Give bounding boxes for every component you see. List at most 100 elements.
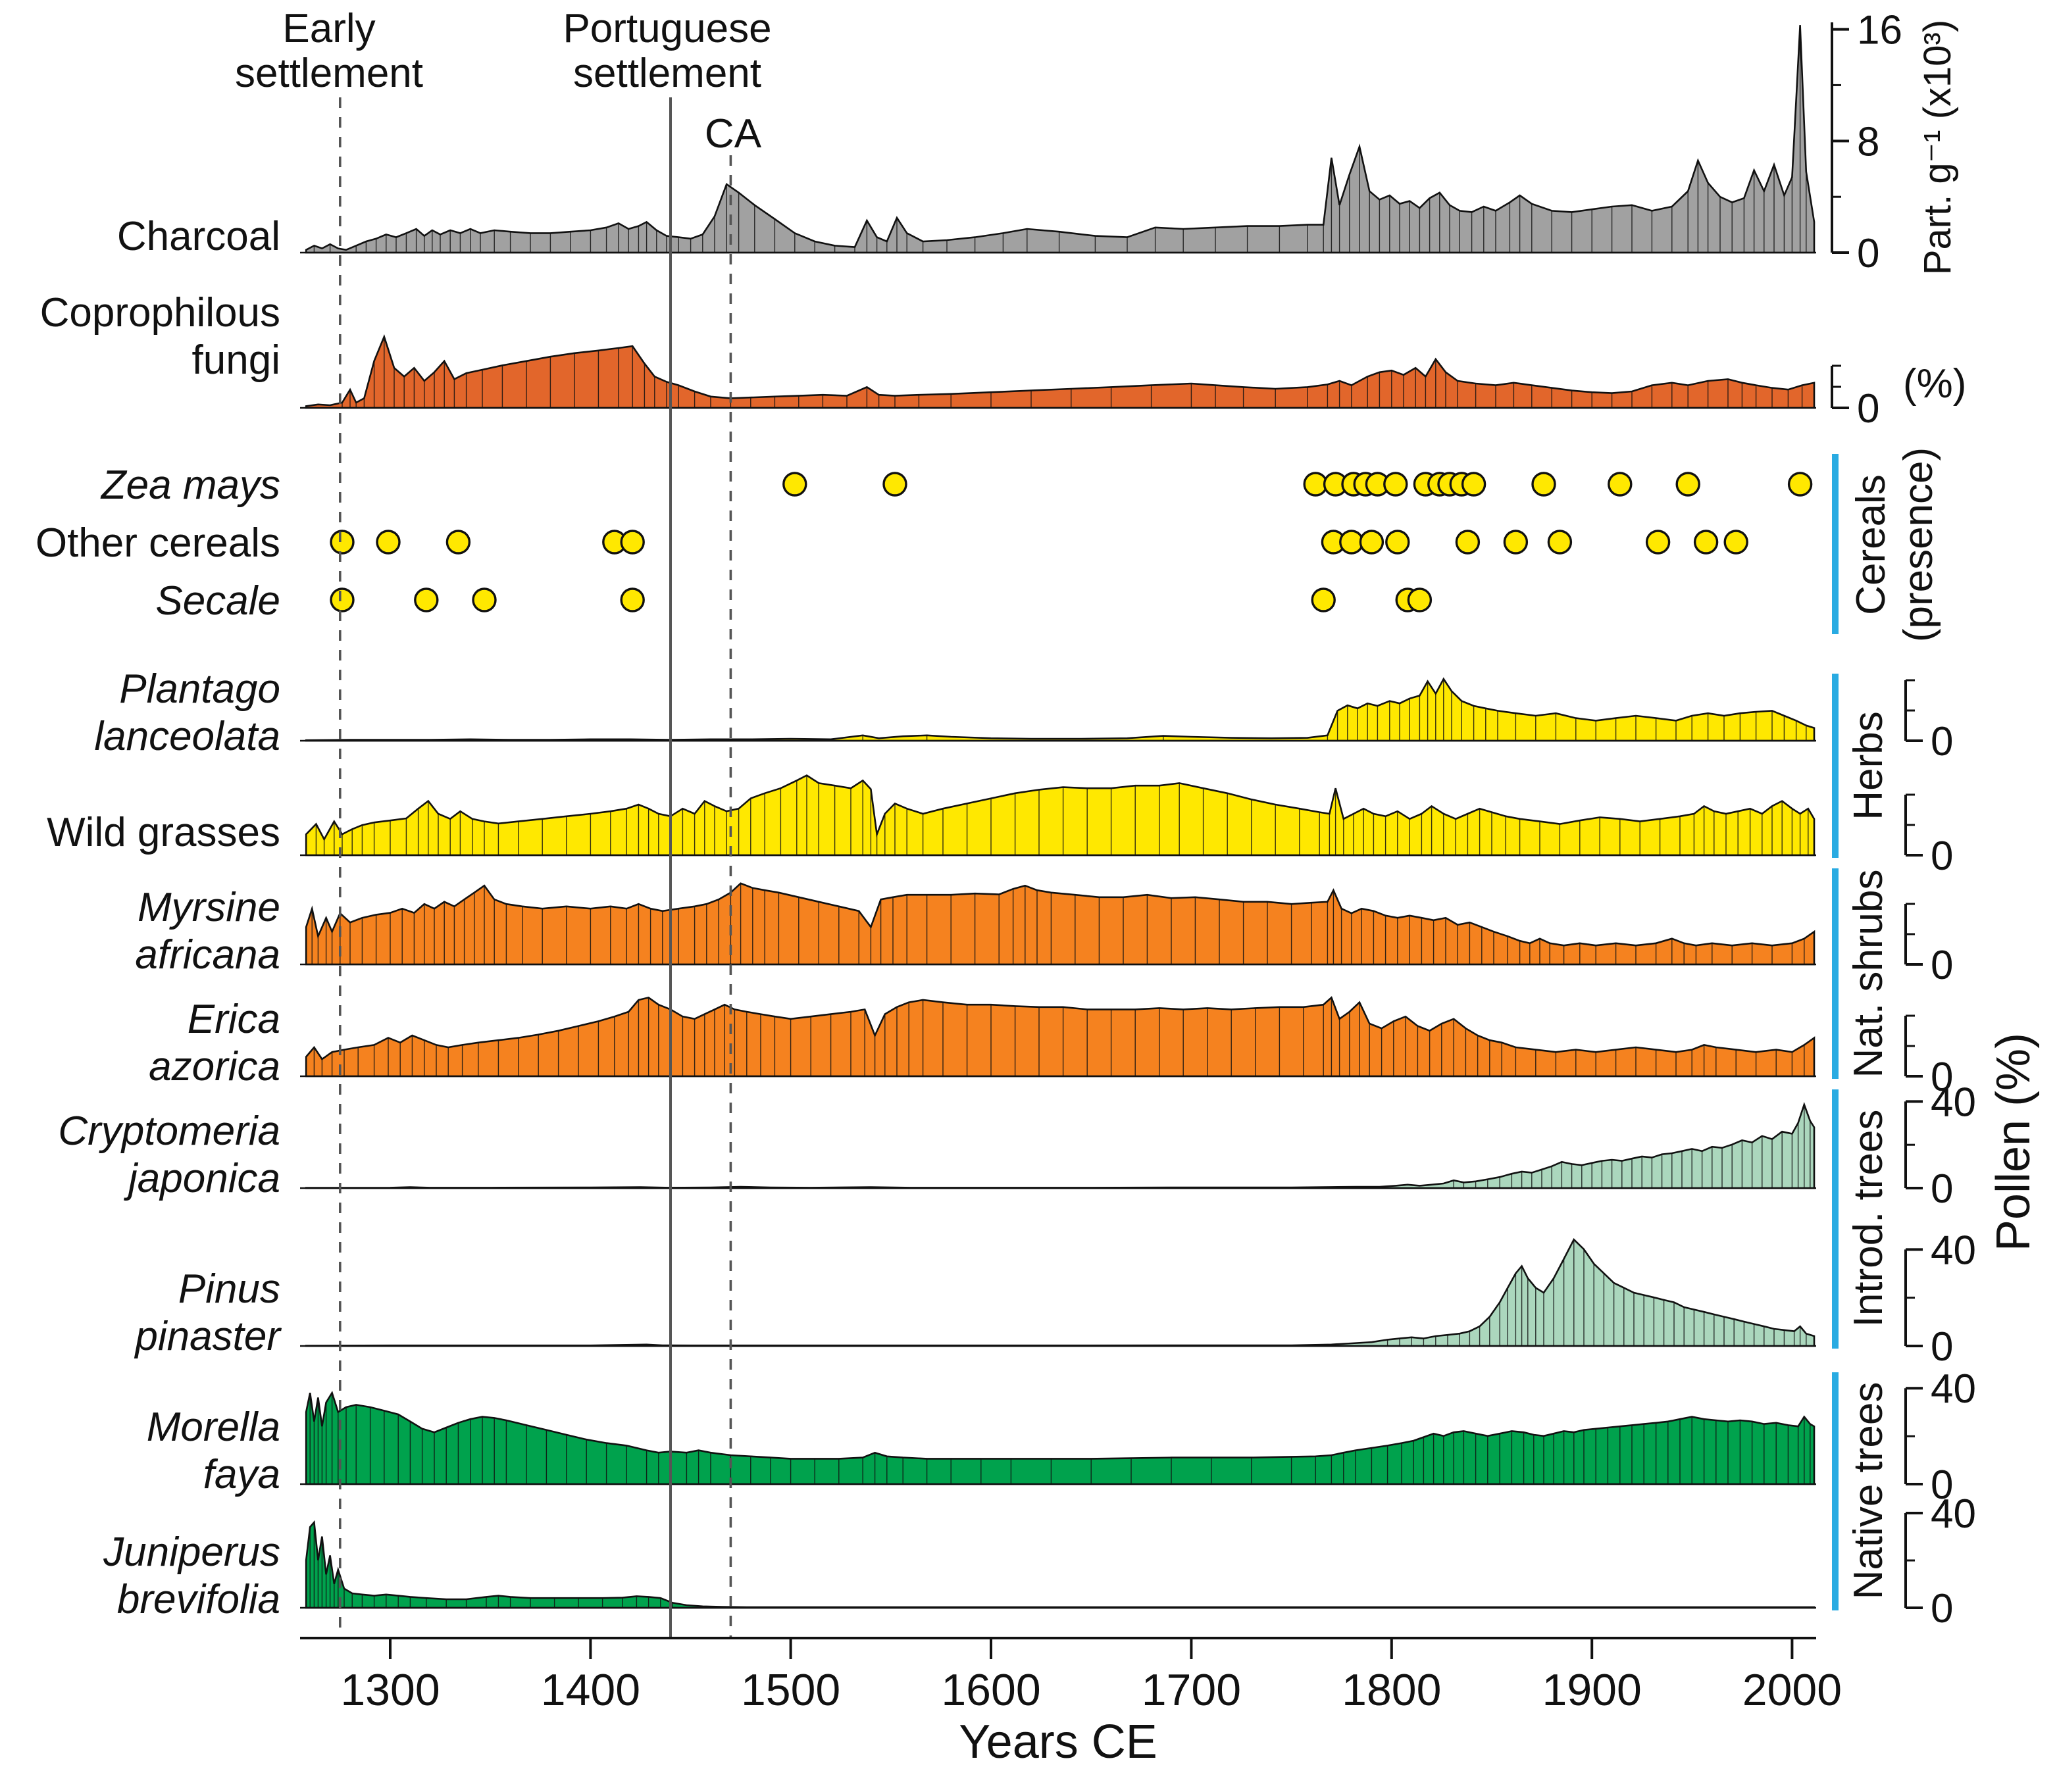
y-tick-label: 40	[1931, 1366, 1976, 1412]
pollen-percent-axis-label: Pollen (%)	[1987, 1033, 2040, 1251]
x-tick-label: 1600	[941, 1665, 1040, 1715]
x-tick-label: 1500	[741, 1665, 840, 1715]
group-label-introd-trees: Introd. trees	[1846, 1110, 1891, 1328]
group-label-herbs: Herbs	[1846, 711, 1891, 820]
row-label-morella_faya: Morella	[147, 1405, 280, 1450]
series-area-plantago_lanceolata	[305, 677, 1816, 742]
y-tick-label: 16	[1857, 8, 1902, 53]
group-bracket-herbs	[1832, 674, 1839, 858]
presence-dot-zea_mays	[1383, 472, 1408, 497]
ca-label: CA	[705, 111, 762, 157]
row-label-juniperus_brevifolia: brevifolia	[117, 1577, 280, 1622]
series-layer	[300, 25, 1816, 1609]
x-axis-title: Years CE	[959, 1716, 1157, 1768]
y-tick-label: 8	[1857, 119, 1879, 164]
portuguese-settlement-label-line1: Portuguese	[563, 6, 771, 51]
presence-dot-zea_mays	[1675, 472, 1700, 497]
axes-layer: 1300 1400 1500 1600 1700 1800 1900 200008160000…	[300, 8, 1976, 1715]
charcoal-unit-label: Part. g⁻¹ (x10³)	[1916, 20, 1959, 275]
presence-dot-zea_mays	[1608, 472, 1633, 497]
group-bracket-nat-shrubs	[1832, 868, 1839, 1079]
presence-dot-other_cereals	[330, 530, 355, 555]
portuguese-settlement-label-line2: settlement	[573, 51, 761, 96]
group-label-cereals-line1: Cereals	[1848, 474, 1894, 615]
fungi-unit-label: (%)	[1903, 361, 1966, 407]
group-label-nat-shrubs: Nat. shrubs	[1846, 869, 1891, 1078]
presence-dot-secale	[1407, 587, 1433, 612]
presence-dot-other_cereals	[1693, 530, 1719, 555]
series-area-cryptomeria_japonica	[305, 1102, 1816, 1189]
row-label-wild_grasses: Wild grasses	[47, 810, 280, 855]
row-label-coprophilous_fungi: fungi	[192, 337, 280, 383]
row-label-myrsine_africana: Myrsine	[138, 885, 280, 930]
row-label-zea_mays: Zea mays	[100, 462, 280, 508]
presence-dot-other_cereals	[1455, 530, 1481, 555]
presence-dot-zea_mays	[1461, 472, 1486, 497]
y-tick-label: 0	[1931, 943, 1953, 988]
row-label-erica_azorica: azorica	[149, 1044, 280, 1089]
x-tick-label: 1700	[1142, 1665, 1241, 1715]
group-bracket-cereals	[1832, 454, 1839, 634]
early-settlement-label-line2: settlement	[235, 51, 423, 96]
presence-dot-secale	[620, 587, 645, 612]
presence-dot-other_cereals	[620, 530, 645, 555]
y-tick-label: 0	[1931, 1166, 1953, 1212]
group-bracket-native-trees	[1832, 1372, 1839, 1610]
y-tick-label: 0	[1931, 719, 1953, 764]
presence-dot-other_cereals	[1503, 530, 1529, 555]
presence-dot-other_cereals	[376, 530, 401, 555]
event-lines-layer	[338, 97, 732, 1638]
x-tick-label: 1800	[1342, 1665, 1441, 1715]
series-area-morella_faya	[305, 1391, 1816, 1485]
group-label-cereals-line2: (presence)	[1896, 447, 1941, 642]
series-area-myrsine_africana	[305, 882, 1816, 966]
row-label-cryptomeria_japonica: Cryptomeria	[58, 1108, 280, 1154]
presence-dot-secale	[330, 587, 355, 612]
group-label-native-trees: Native trees	[1846, 1382, 1891, 1600]
x-tick-label: 1400	[541, 1665, 640, 1715]
row-label-erica_azorica: Erica	[188, 997, 280, 1042]
presence-dot-zea_mays	[1787, 472, 1813, 497]
early-settlement-label-line1: Early	[282, 6, 375, 51]
x-tick-label: 1300	[340, 1665, 440, 1715]
row-label-plantago_lanceolata: Plantago	[119, 666, 280, 712]
presence-dot-secale	[414, 587, 439, 612]
y-tick-label: 40	[1931, 1228, 1976, 1273]
row-label-charcoal: Charcoal	[117, 214, 280, 259]
series-area-pinus_pinaster	[305, 1238, 1816, 1347]
row-label-juniperus_brevifolia: Juniperus	[103, 1530, 280, 1575]
y-tick-label: 0	[1931, 834, 1953, 879]
presence-dot-secale	[1311, 587, 1336, 612]
presence-dot-zea_mays	[882, 472, 907, 497]
y-tick-label: 0	[1857, 231, 1879, 276]
row-label-pinus_pinaster: Pinus	[178, 1266, 280, 1312]
group-bracket-introd-trees	[1832, 1089, 1839, 1349]
row-label-plantago_lanceolata: lanceolata	[94, 714, 280, 759]
presence-dot-other_cereals	[1645, 530, 1671, 555]
row-label-coprophilous_fungi: Coprophilous	[40, 290, 280, 336]
x-tick-label: 2000	[1742, 1665, 1842, 1715]
presence-dot-other_cereals	[1723, 530, 1748, 555]
presence-dot-other_cereals	[445, 530, 471, 555]
presence-dot-zea_mays	[1531, 472, 1556, 497]
series-area-coprophilous_fungi	[305, 334, 1816, 409]
presence-dot-other_cereals	[1359, 530, 1384, 555]
row-label-pinus_pinaster: pinaster	[134, 1314, 282, 1359]
row-label-morella_faya: faya	[203, 1452, 280, 1497]
series-area-wild_grasses	[305, 774, 1816, 857]
y-tick-label: 0	[1931, 1324, 1953, 1370]
row-label-myrsine_africana: africana	[135, 932, 280, 978]
presence-dot-other_cereals	[1385, 530, 1410, 555]
y-tick-label: 0	[1931, 1462, 1953, 1508]
y-tick-label: 0	[1931, 1586, 1953, 1631]
presence-dot-other_cereals	[1547, 530, 1573, 555]
series-area-juniperus_brevifolia	[305, 1520, 1816, 1609]
y-tick-label: 0	[1857, 386, 1879, 432]
presence-dot-secale	[472, 587, 497, 612]
x-tick-label: 1900	[1542, 1665, 1642, 1715]
series-area-charcoal	[305, 25, 1816, 254]
row-label-cryptomeria_japonica: japonica	[124, 1156, 280, 1201]
series-area-erica_azorica	[305, 996, 1816, 1078]
